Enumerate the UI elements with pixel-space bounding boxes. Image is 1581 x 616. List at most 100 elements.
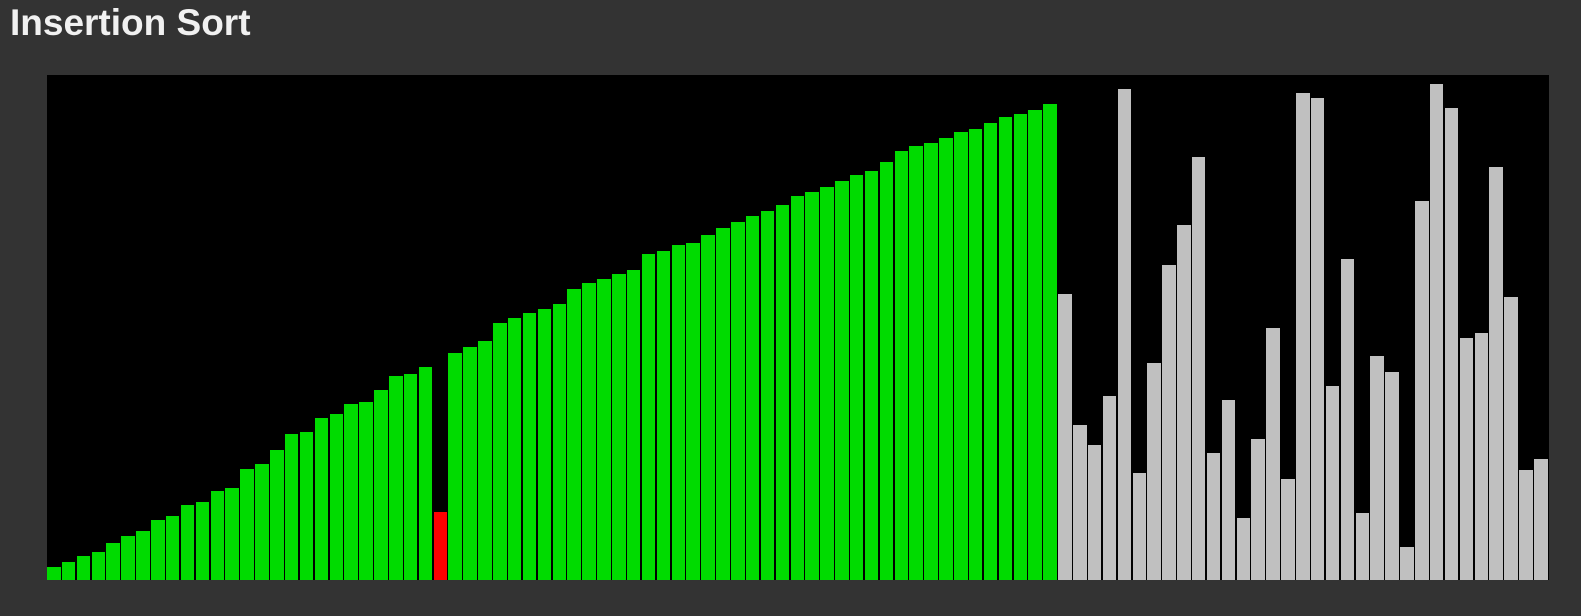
bar-sorted xyxy=(507,318,522,580)
bar-unsorted xyxy=(1251,439,1265,580)
bar-unsorted xyxy=(1385,372,1399,580)
bar-sorted xyxy=(91,552,106,580)
bar-sorted xyxy=(448,353,462,580)
bar-sorted xyxy=(567,289,581,580)
bar-unsorted xyxy=(1310,98,1325,580)
bar-sorted xyxy=(597,279,611,580)
bar-sorted xyxy=(121,536,135,580)
bar-unsorted xyxy=(1444,108,1459,580)
bar-unsorted xyxy=(1147,363,1161,580)
bar-sorted xyxy=(552,304,567,580)
bar-unsorted xyxy=(1177,225,1191,580)
bar-sorted xyxy=(1028,110,1042,580)
bar-unsorted xyxy=(1162,265,1176,580)
bar-sorted xyxy=(136,531,150,580)
bar-sorted xyxy=(805,192,819,580)
bar-sorted xyxy=(790,196,804,580)
bar-sorted xyxy=(641,254,656,580)
bar-sorted xyxy=(998,117,1013,580)
bar-sorted xyxy=(47,567,61,580)
bar-sorted xyxy=(671,245,686,580)
bar-sorted xyxy=(463,347,477,580)
bar-sorted xyxy=(493,323,507,580)
bar-unsorted xyxy=(1236,518,1251,580)
bar-sorted xyxy=(909,146,923,580)
bar-sorted xyxy=(745,216,760,580)
bar-sorted xyxy=(864,171,879,580)
bar-sorted xyxy=(835,181,849,580)
bar-unsorted xyxy=(1474,333,1489,580)
bar-sorted xyxy=(537,309,552,580)
bar-unsorted xyxy=(1519,470,1533,580)
bar-unsorted xyxy=(1281,479,1295,580)
bar-sorted xyxy=(329,414,344,580)
bar-sorted xyxy=(731,222,745,580)
bar-sorted xyxy=(924,143,938,580)
bar-sorted xyxy=(76,556,91,580)
bar-unsorted xyxy=(1340,259,1355,580)
bar-sorted xyxy=(968,129,983,580)
bar-unsorted xyxy=(1534,459,1548,580)
bar-sorted xyxy=(478,341,492,580)
bar-unsorted xyxy=(1296,93,1310,580)
bar-unsorted xyxy=(1266,328,1280,580)
bar-sorted xyxy=(106,543,120,580)
bar-sorted xyxy=(374,390,388,580)
page-title: Insertion Sort xyxy=(10,2,251,43)
bar-sorted xyxy=(389,376,403,580)
bar-sorted xyxy=(151,520,165,580)
bar-sorted xyxy=(284,434,299,580)
bar-sorted xyxy=(760,211,775,580)
bar-sorted xyxy=(299,432,314,580)
bar-sorted xyxy=(240,469,254,580)
bar-sorted xyxy=(255,464,269,580)
bar-sorted xyxy=(180,505,195,580)
bar-unsorted xyxy=(1355,513,1370,580)
bar-sorted xyxy=(195,502,210,580)
bar-unsorted xyxy=(1206,453,1221,580)
bar-unsorted xyxy=(1459,338,1474,580)
bar-unsorted xyxy=(1191,157,1206,580)
bar-sorted xyxy=(314,418,329,580)
bar-sorted xyxy=(270,450,284,580)
bar-sorted xyxy=(775,205,790,580)
bar-sorted xyxy=(612,274,626,580)
bar-sorted xyxy=(225,488,239,580)
bar-sorted xyxy=(1043,104,1057,580)
bar-sorted xyxy=(894,151,909,580)
bar-sorted xyxy=(403,374,418,580)
bar-sorted xyxy=(701,235,715,580)
bar-unsorted xyxy=(1325,386,1340,580)
bar-sorted xyxy=(820,187,834,580)
bar-unsorted xyxy=(1087,445,1102,580)
bar-unsorted xyxy=(1132,473,1146,580)
bar-unsorted xyxy=(1489,167,1503,580)
bar-sorted xyxy=(165,516,180,580)
bar-sorted xyxy=(954,132,968,580)
bar-current xyxy=(433,512,448,580)
bar-unsorted xyxy=(1102,396,1117,580)
bar-sorted xyxy=(61,562,76,580)
bar-sorted xyxy=(656,251,671,580)
bar-sorted xyxy=(879,162,894,580)
bar-unsorted xyxy=(1073,425,1087,580)
bar-unsorted xyxy=(1400,547,1414,580)
bar-unsorted xyxy=(1221,400,1236,580)
bar-sorted xyxy=(939,138,953,580)
bar-sorted xyxy=(983,123,998,580)
bar-sorted xyxy=(359,402,373,580)
bar-unsorted xyxy=(1370,356,1384,580)
bar-unsorted xyxy=(1415,201,1429,580)
sort-visualization-canvas xyxy=(47,75,1549,580)
bar-sorted xyxy=(210,491,225,580)
bar-sorted xyxy=(344,404,358,580)
bar-sorted xyxy=(686,243,700,580)
bar-unsorted xyxy=(1117,89,1132,580)
bar-sorted xyxy=(716,228,730,580)
bar-unsorted xyxy=(1429,84,1444,580)
bar-sorted xyxy=(418,367,433,580)
bar-unsorted xyxy=(1504,297,1518,580)
bar-sorted xyxy=(626,270,641,580)
bar-sorted xyxy=(1013,114,1028,580)
